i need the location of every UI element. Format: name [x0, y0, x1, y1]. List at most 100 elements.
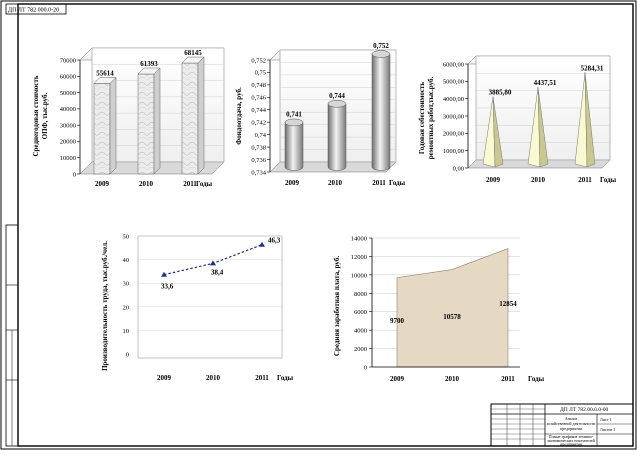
chart5-category-label: 2009 [390, 375, 405, 383]
chart4-tick-label: 30 [123, 281, 130, 288]
chart1-tick-label: 60000 [60, 74, 76, 81]
chart1-category-label: 2009 [95, 180, 110, 188]
chart2-bar-top [371, 50, 391, 58]
chart4-category-label: 2010 [206, 374, 221, 382]
chart4-value-label: 33,6 [161, 283, 174, 291]
chart2-value-label: 0,744 [329, 92, 345, 100]
chart4-tick-label: 10 [123, 328, 130, 335]
chart3-xlabel: Годы [600, 176, 617, 184]
chart2-tick-label: 0,742 [251, 120, 266, 127]
chart2-value-label: 0,741 [286, 110, 302, 118]
chart2-category-label: 2011 [372, 179, 386, 187]
chart3-value-label: 3885,80 [489, 89, 512, 97]
chart5-area [396, 248, 509, 368]
chart5-xlabel: Годы [528, 375, 545, 383]
chart1-bar [181, 62, 199, 175]
chart2-tick-label: 0,752 [251, 57, 266, 64]
chart4-category-label: 2011 [255, 374, 269, 382]
chart3-bar-side [537, 87, 549, 168]
chart2-tick-label: 0,734 [251, 169, 266, 176]
chart2-tick-label: 0,738 [251, 144, 266, 151]
chart2-bar [327, 103, 347, 171]
chart2-bar [371, 53, 391, 171]
chart2-tick-label: 0,75 [255, 70, 266, 77]
chart4-tick-label: 40 [123, 257, 130, 264]
chart5-tick-label: 12000 [351, 254, 367, 261]
chart2-tick-label: 0,744 [251, 107, 266, 114]
chart3-bar-side [492, 96, 504, 168]
chart4-point [210, 260, 216, 266]
chart3-tick-label: 5000,00 [443, 79, 464, 86]
titleblock-org-line3: предприятия [560, 426, 582, 431]
chart4-xlabel: Годы [277, 374, 294, 382]
chart1-tick-label: 30000 [60, 122, 76, 129]
chart1-bar-top [181, 56, 205, 64]
chart2-category-label: 2009 [285, 179, 300, 187]
chart1-tick-label: 70000 [60, 57, 76, 64]
chart4-tick-label: 20 [123, 304, 130, 311]
chart2-bar-top [327, 100, 347, 108]
chart1-value-label: 55614 [96, 69, 114, 77]
chart1-bar [137, 73, 155, 175]
chart1-tick-label: 0 [73, 171, 76, 178]
chart1-bar-top [137, 67, 161, 75]
chart1-bar-side [153, 67, 161, 175]
chart4-tick-label: 50 [123, 234, 130, 241]
chart2-bar [284, 122, 304, 171]
chart3-tick-label: 1000,00 [443, 148, 464, 155]
chart5-category-label: 2010 [445, 375, 460, 383]
chart5-category-label: 2011 [501, 375, 515, 383]
chart2-tick-label: 0,736 [251, 157, 266, 164]
chart3-category-label: 2009 [486, 176, 501, 184]
chart1-tick-label: 50000 [60, 90, 76, 97]
titleblock-note-line1: Плакат графиков технико- [549, 434, 594, 439]
chart-avg-salary: 0 2000 4000 6000 8000 10000 12000 14000 9700 105… [333, 236, 545, 384]
titleblock-sheets: Листов 1 [600, 427, 615, 432]
chart1-ylabel-line2: ОПФ, тыс.руб. [41, 92, 49, 139]
chart-capital-productivity: 0,734 0,736 0,738 0,74 0,742 0,744 0,746 0,748 0… [235, 42, 406, 187]
chart3-category-label: 2011 [578, 176, 592, 184]
chart-fixed-assets: 0 10000 20000 30000 40000 50000 60000 70000 556… [32, 47, 225, 188]
chart1-bar-side [197, 56, 205, 175]
chart2-category-label: 2010 [328, 179, 343, 187]
chart3-value-label: 4437,51 [534, 79, 557, 87]
doc-code-box [5, 3, 67, 15]
titleblock-note-line2: экономических показателей [547, 438, 595, 443]
chart1-ylabel-line1: Среднегодовая стоимость [32, 75, 40, 156]
chart3-bar-side [584, 72, 596, 168]
chart1-bar-top [93, 77, 117, 84]
chart3-tick-label: 2000,00 [443, 131, 464, 138]
titleblock-org-line1: Анализ [565, 416, 578, 421]
chart4-point [161, 271, 167, 277]
chart4-point [259, 241, 265, 247]
chart3-category-label: 2010 [531, 176, 546, 184]
chart5-tick-label: 8000 [354, 291, 367, 298]
titleblock-note-line3: предприятия [560, 442, 582, 447]
chart4-category-label: 2009 [157, 374, 172, 382]
binding-strip [5, 224, 19, 447]
doc-code-text: ДП ЛТ 782 000.0-20 [8, 8, 59, 14]
chart2-tick-label: 0,748 [251, 82, 266, 89]
chart5-tick-label: 10000 [351, 272, 367, 279]
chart2-xlabel: Годы [389, 179, 406, 187]
chart3-tick-label: 4000,00 [443, 96, 464, 103]
chart1-tick-label: 10000 [60, 155, 76, 162]
chart3-value-label: 5284,31 [581, 64, 604, 72]
chart1-category-label: 2010 [139, 180, 154, 188]
chart1-tick-label: 40000 [60, 106, 76, 113]
chart5-tick-label: 14000 [351, 236, 367, 243]
chart1-value-label: 68145 [184, 49, 202, 57]
chart5-value-label: 12854 [499, 300, 517, 308]
chart5-value-label: 10578 [443, 313, 461, 321]
chart3-tick-label: 3000,00 [443, 113, 464, 120]
chart3-ylabel-line1: Годовая себестоимость [418, 82, 426, 154]
chart5-tick-label: 2000 [354, 346, 367, 353]
chart-labor-productivity: 0 10 20 30 40 50 33,6 38,4 46,3 2009 2010 2011 Го… [101, 234, 294, 383]
chart1-bar-side [109, 76, 117, 175]
chart5-tick-label: 0 [364, 365, 367, 372]
chart4-tick-label: 0 [126, 352, 129, 359]
chart4-value-label: 46,3 [268, 237, 281, 245]
chart1-bar [93, 83, 111, 175]
